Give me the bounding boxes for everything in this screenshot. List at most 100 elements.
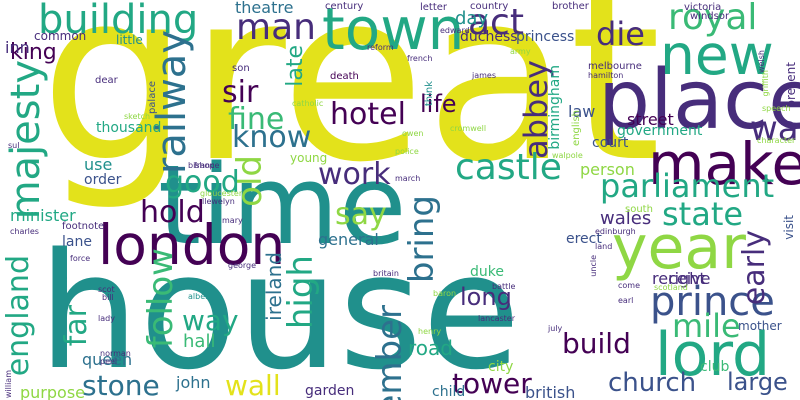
- word-good: good: [165, 165, 240, 200]
- word-century: century: [325, 1, 364, 12]
- word-country: country: [470, 1, 509, 12]
- word-wales: wales: [600, 208, 652, 229]
- word-norman: norman: [100, 349, 131, 358]
- word-llewelyn: llewelyn: [202, 197, 235, 206]
- word-london: london: [98, 213, 286, 277]
- word-cromwell: cromwell: [450, 124, 487, 133]
- word-baron: baron: [433, 289, 457, 298]
- word-come: come: [618, 281, 641, 290]
- word-day: day: [455, 8, 489, 29]
- word-south: south: [625, 204, 653, 215]
- word-child: child: [432, 384, 466, 400]
- word-thousand: thousand: [96, 120, 162, 136]
- word-long: long: [460, 283, 512, 311]
- word-hold: hold: [140, 195, 205, 230]
- word-charles: charles: [10, 227, 39, 236]
- word-visit: visit: [782, 215, 796, 240]
- word-place: place: [598, 53, 800, 148]
- word-peel: peel: [100, 357, 118, 366]
- word-bring: bring: [402, 195, 442, 284]
- word-war: war: [750, 109, 800, 149]
- word-member: member: [370, 305, 410, 400]
- word-general: general: [318, 230, 379, 249]
- word-stone: stone: [82, 369, 160, 400]
- word-windsor: windsor: [690, 11, 730, 22]
- word-footnote: footnote: [62, 221, 105, 232]
- word-receive: receive: [652, 269, 711, 288]
- word-james: james: [472, 71, 497, 80]
- word-bill: bill: [102, 293, 114, 302]
- word-court: court: [592, 135, 629, 151]
- word-order: order: [84, 172, 122, 188]
- word-church: church: [608, 368, 697, 398]
- word-make: make: [648, 130, 800, 198]
- word-tower: tower: [452, 367, 532, 400]
- word-new: new: [660, 23, 774, 87]
- word-july: july: [548, 324, 563, 333]
- word-erect: erect: [566, 231, 602, 247]
- word-edward: edward: [440, 26, 470, 35]
- word-lady: lady: [98, 314, 115, 323]
- word-house: house: [38, 218, 521, 400]
- word-bishop: bishop: [188, 161, 215, 170]
- word-lane: lane: [62, 234, 92, 250]
- word-reform: reform: [367, 43, 394, 52]
- word-club: club: [700, 359, 730, 375]
- word-owen: owen: [402, 129, 424, 138]
- word-royal: royal: [668, 0, 758, 38]
- word-purpose: purpose: [20, 383, 85, 400]
- word-scotland: scotland: [654, 283, 688, 292]
- word-government: government: [617, 123, 703, 139]
- word-mother: mother: [738, 319, 782, 333]
- word-fine: fine: [228, 102, 285, 137]
- word-son: son: [232, 63, 250, 74]
- word-theatre: theatre: [235, 0, 294, 17]
- word-march: march: [395, 174, 421, 183]
- word-majesty: majesty: [3, 60, 49, 220]
- word-police: police: [395, 147, 419, 156]
- word-princess: princess: [516, 29, 575, 45]
- word-build: build: [562, 327, 631, 360]
- word-palace: palace: [147, 81, 158, 115]
- word-french: french: [407, 54, 433, 63]
- word-railway: railway: [149, 30, 195, 175]
- word-king: king: [10, 40, 57, 65]
- word-walpole: walpole: [552, 151, 583, 160]
- word-john: john: [176, 373, 211, 392]
- word-birmingham: birmingham: [547, 65, 563, 150]
- word-think: think: [424, 81, 435, 107]
- word-hamilton: hamilton: [588, 71, 624, 80]
- word-force: force: [70, 254, 91, 263]
- word-gloucester: gloucester: [200, 189, 243, 198]
- word-minister: minister: [10, 206, 76, 225]
- word-garden: garden: [305, 383, 355, 399]
- word-great: great: [40, 0, 662, 214]
- word-dear: dear: [95, 75, 118, 86]
- word-hall: hall: [183, 331, 216, 352]
- word-wall: wall: [225, 369, 281, 400]
- word-follow: follow: [141, 248, 181, 349]
- word-scot: scot: [98, 285, 115, 294]
- word-albert: albert: [188, 292, 212, 301]
- word-city: city: [488, 359, 514, 375]
- word-year: year: [612, 213, 746, 283]
- word-hotel: hotel: [330, 97, 406, 132]
- word-building: building: [38, 0, 199, 43]
- word-england: england: [1, 255, 36, 377]
- word-time: time: [158, 141, 407, 269]
- word-britain: britain: [373, 269, 399, 278]
- word-town: town: [322, 0, 465, 63]
- word-army: army: [510, 47, 531, 56]
- word-earl: earl: [618, 296, 634, 305]
- word-british: british: [525, 383, 576, 400]
- word-william: william: [4, 370, 13, 399]
- word-street: street: [627, 110, 674, 129]
- word-uncle: uncle: [589, 255, 598, 277]
- word-speech: speech: [762, 104, 791, 113]
- word-man: man: [236, 7, 316, 48]
- word-parliament: parliament: [600, 167, 775, 205]
- word-catholic: catholic: [292, 99, 324, 108]
- word-mile: mile: [672, 307, 741, 345]
- word-common: common: [34, 29, 87, 43]
